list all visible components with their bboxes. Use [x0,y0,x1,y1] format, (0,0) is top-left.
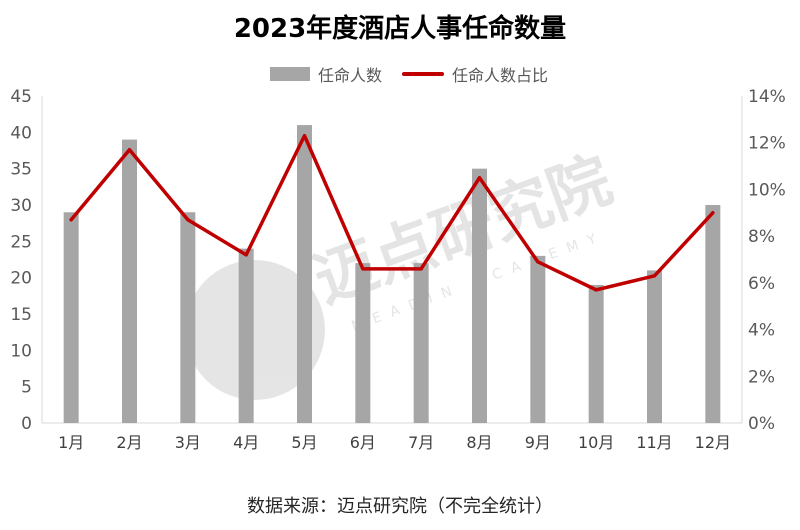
x-tick-label: 12月 [695,433,731,452]
y-right-tick-label: 6% [748,274,775,294]
x-tick-label: 1月 [58,433,84,452]
line-point [128,148,131,152]
y-right-tick-label: 0% [748,414,775,434]
bar [413,263,429,423]
line-point [594,288,598,292]
legend-label-bar: 任命人数 [318,66,383,85]
x-tick-label: 5月 [291,433,317,452]
x-tick-label: 6月 [350,433,376,452]
x-tick-label: 7月 [408,433,434,452]
line-point [244,253,248,257]
y-right-tick-label: 10% [748,180,786,200]
y-left-tick-label: 40 [10,123,32,143]
bar [355,263,371,423]
legend-label-line: 任命人数占比 [452,66,549,85]
legend-swatch-line [402,72,445,76]
y-left-tick-label: 15 [10,305,32,325]
bar [180,212,196,423]
y-right-tick-label: 2% [748,367,775,387]
chart-title: 2023年度酒店人事任命数量 [233,14,567,44]
x-tick-label: 3月 [175,433,201,452]
x-tick-label: 10月 [578,433,614,452]
y-left-tick-label: 5 [21,378,32,398]
x-tick-label: 4月 [233,433,259,452]
y-left-tick-label: 10 [10,341,32,361]
bar [63,212,79,423]
y-right-tick-label: 12% [748,134,786,154]
line-series [69,133,715,292]
line-point [303,134,306,138]
line-point [186,218,190,222]
y-right-tick-label: 4% [748,321,775,341]
bar [530,255,546,423]
bar [588,284,604,423]
line-point [419,267,423,271]
bar [705,205,721,423]
x-tick-label: 8月 [466,433,492,452]
line-point [536,260,540,264]
y-left-tick-label: 0 [21,414,32,434]
legend-item-line: 任命人数占比 [402,62,548,86]
legend-item-bar: 任命人数 [270,62,382,86]
bar [238,248,254,423]
bar [122,139,137,423]
bar [472,168,487,423]
line-point [653,274,656,278]
line-point [711,211,715,215]
y-left-tick-label: 35 [10,160,32,180]
watermark-logo [185,260,325,400]
legend: 任命人数 任命人数占比 [270,62,568,86]
line-point [69,218,73,222]
line-point [478,176,481,180]
legend-swatch-bar [270,67,310,81]
x-tick-label: 9月 [525,433,551,452]
y-left-tick-label: 45 [10,87,32,107]
x-tick-label: 2月 [116,433,142,452]
line-point [361,267,365,271]
y-left-tick-label: 20 [10,269,32,289]
data-source-note: 数据来源：迈点研究院（不完全统计） [247,496,553,517]
y-left-tick-label: 30 [10,196,32,216]
x-tick-label: 11月 [636,433,672,452]
y-left-tick-label: 25 [10,232,32,252]
y-right-tick-label: 14% [748,87,786,107]
bar [647,270,662,423]
bar [297,125,312,424]
y-right-tick-label: 8% [748,227,775,247]
